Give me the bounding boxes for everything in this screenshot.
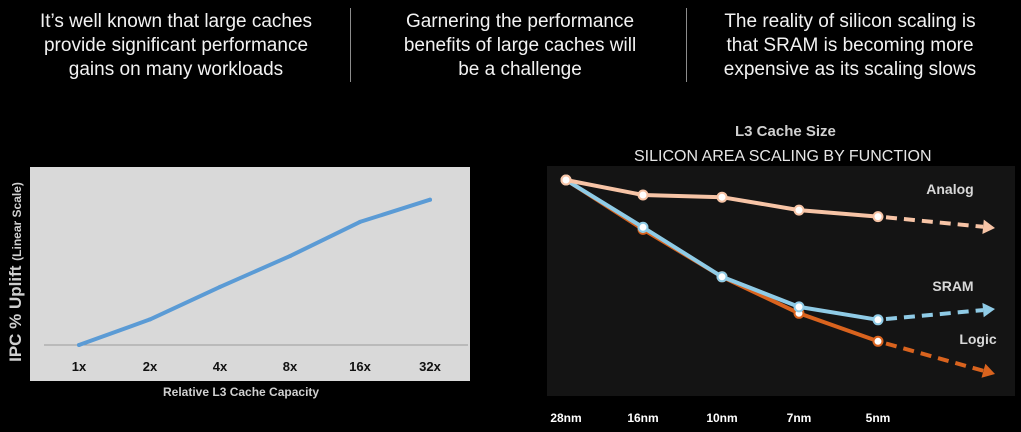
scaling-chart-x-tick-5nm: 5nm: [866, 411, 891, 425]
sram-point-16nm: [637, 221, 649, 233]
scaling-chart-x-tick-10nm: 10nm: [706, 411, 737, 425]
sram-point-5nm: [872, 314, 884, 326]
ipc-uplift-point-2x: [148, 317, 152, 322]
ipc-uplift-point-8x: [288, 254, 292, 259]
sram-point-7nm: [793, 301, 805, 313]
logic-trend-arrowhead: [981, 363, 995, 378]
header-divider-left: [350, 8, 351, 82]
header-left-line-2: provide significant performance: [43, 35, 309, 56]
header-left-line-3: gains on many workloads: [68, 59, 284, 80]
ipc-uplift-series-line: [77, 197, 432, 347]
ipc-uplift-point-32x: [428, 197, 432, 202]
scaling-chart-x-tick-28nm: 28nm: [550, 411, 581, 425]
header-center-line-2: benefits of large caches will: [403, 35, 637, 56]
header-left: It’s well known that large caches provid…: [26, 10, 326, 82]
ipc-chart-x-tick-16x: 16x: [349, 359, 371, 374]
analog-point-7nm: [793, 204, 805, 216]
logic-series-label: Logic: [959, 331, 997, 347]
header-right-line-1: The reality of silicon scaling is: [724, 11, 976, 32]
ipc-chart-x-tick-4x: 4x: [213, 359, 228, 374]
ipc-uplift-point-1x: [77, 343, 81, 347]
scaling-chart-subtitle: SILICON AREA SCALING BY FUNCTION: [634, 148, 932, 165]
header-right-line-3: expensive as its scaling slows: [723, 59, 977, 80]
ipc-chart-x-tick-1x: 1x: [72, 359, 87, 374]
header-right: The reality of silicon scaling is that S…: [700, 10, 1000, 82]
scaling-chart-panel: [547, 166, 1015, 396]
analog-trend-arrowhead: [982, 219, 995, 234]
ipc-uplift-point-4x: [218, 284, 222, 289]
analog-point-5nm: [872, 211, 884, 223]
ipc-chart-x-tick-8x: 8x: [283, 359, 298, 374]
analog-series-label: Analog: [926, 181, 973, 197]
header-center: Garnering the performance benefits of la…: [370, 10, 670, 82]
ipc-uplift-point-16x: [358, 219, 362, 224]
analog-trend-dashed-line: [885, 215, 984, 229]
header-left-line-1: It’s well known that large caches: [39, 11, 313, 32]
sram-series-label: SRAM: [932, 278, 973, 294]
analog-point-10nm: [716, 191, 728, 203]
header-center-line-3: be a challenge: [458, 59, 582, 80]
scaling-chart-x-tick-16nm: 16nm: [627, 411, 658, 425]
logic-point-5nm: [872, 335, 884, 347]
scaling-chart-title: L3 Cache Size: [735, 123, 836, 140]
scaling-chart-x-tick-7nm: 7nm: [787, 411, 812, 425]
header-divider-right: [686, 8, 687, 82]
header-center-line-1: Garnering the performance: [405, 11, 635, 32]
sram-point-10nm: [716, 271, 728, 283]
ipc-chart-x-tick-2x: 2x: [143, 359, 158, 374]
header-right-line-2: that SRAM is becoming more: [726, 35, 974, 56]
analog-point-16nm: [637, 189, 649, 201]
sram-trend-arrowhead: [982, 302, 995, 318]
analog-point-28nm: [560, 174, 572, 186]
ipc-chart-x-label: Relative L3 Cache Capacity: [163, 385, 320, 399]
sram-trend-dashed-line: [885, 308, 984, 321]
ipc-chart-x-tick-32x: 32x: [419, 359, 441, 374]
